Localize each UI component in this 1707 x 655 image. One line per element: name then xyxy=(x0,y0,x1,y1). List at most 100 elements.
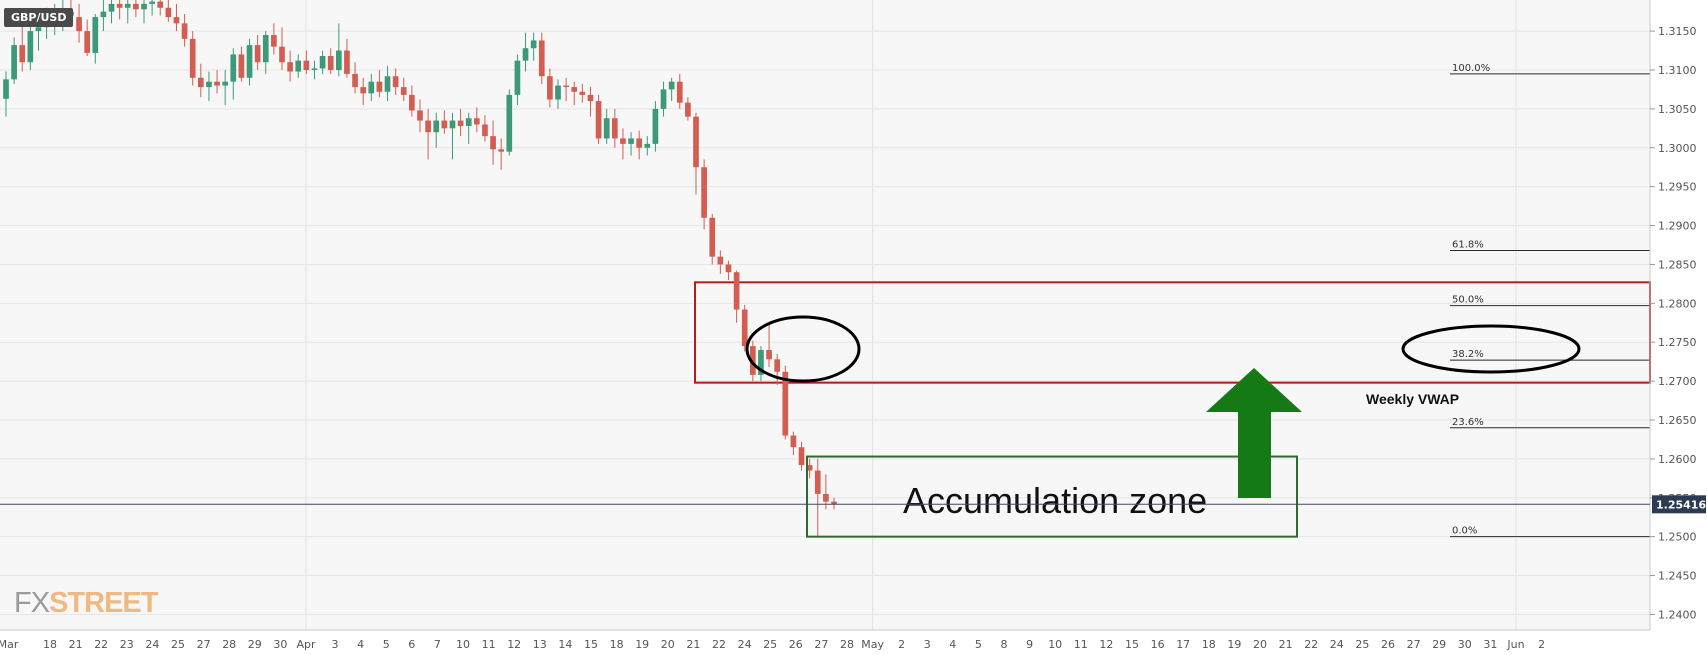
candle-body xyxy=(311,68,318,70)
candle-body xyxy=(473,118,480,125)
candle-body xyxy=(685,102,691,117)
x-tick-label: 15 xyxy=(1125,638,1139,651)
candle-body xyxy=(222,81,229,86)
candle-body xyxy=(571,87,578,92)
candle-body xyxy=(603,118,610,139)
x-tick-label: 5 xyxy=(975,638,982,651)
x-tick-label: Apr xyxy=(296,638,316,651)
x-tick-label: 15 xyxy=(584,638,598,651)
x-tick-label: Jun xyxy=(1506,638,1524,651)
candle-body xyxy=(27,31,34,63)
y-tick-label: 1.2900 xyxy=(1658,220,1697,233)
weekly-vwap-label: Weekly VWAP xyxy=(1366,391,1459,407)
x-tick-label: 9 xyxy=(1026,638,1033,651)
x-tick-label: 3 xyxy=(924,638,931,651)
candle-body xyxy=(733,272,740,310)
candle-body xyxy=(254,45,261,63)
x-tick-label: 19 xyxy=(635,638,649,651)
candle-body xyxy=(806,465,813,471)
x-tick-label: 11 xyxy=(482,638,496,651)
x-tick-label: Mar xyxy=(0,638,19,651)
x-tick-label: 26 xyxy=(1381,638,1395,651)
x-tick-label: 24 xyxy=(1330,638,1344,651)
x-tick-label: 21 xyxy=(686,638,700,651)
x-axis: Mar 18 21 22 23 24 25 27 28 29 30 Apr 3 4 5 6 7 10 11 12 13 1… xyxy=(0,629,1650,651)
candle-body xyxy=(457,120,464,126)
y-tick-label: 1.2600 xyxy=(1658,453,1697,466)
candle-body xyxy=(611,118,618,139)
candle-body xyxy=(230,54,237,82)
candle-body xyxy=(108,3,115,12)
x-tick-label: 7 xyxy=(434,638,441,651)
candle-body xyxy=(563,85,569,88)
fxstreet-logo: FXSTREET xyxy=(14,587,158,620)
candle-body xyxy=(538,40,545,77)
candle-body xyxy=(141,3,147,10)
candle-body xyxy=(433,120,440,133)
current-price-value: 1.25416 xyxy=(1656,498,1706,511)
x-tick-label: 11 xyxy=(1074,638,1088,651)
candle-body xyxy=(587,94,594,102)
candle-body xyxy=(465,118,472,126)
logo-part-fx: FX xyxy=(14,587,50,619)
x-tick-label: 4 xyxy=(357,638,364,651)
x-tick-label: 24 xyxy=(738,638,752,651)
x-tick-label: 18 xyxy=(610,638,624,651)
candle-body xyxy=(116,3,123,8)
candle-body xyxy=(676,81,683,103)
accumulation-zone-label: Accumulation zone xyxy=(903,480,1207,521)
candle-body xyxy=(384,76,391,92)
fib-label: 61.8% xyxy=(1452,239,1484,250)
overlays: Weekly VWAP xyxy=(745,315,1581,498)
y-tick-label: 1.3150 xyxy=(1658,25,1697,38)
fib-label: 0.0% xyxy=(1452,526,1477,537)
x-tick-label: 28 xyxy=(840,638,854,651)
candle-body xyxy=(352,73,358,88)
fib-label: 50.0% xyxy=(1452,295,1484,306)
candle-body xyxy=(823,493,829,502)
fib-levels: 100.0% 61.8% 50.0% 38.2% 23.6% 0.0% xyxy=(1450,63,1650,538)
x-tick-label: 22 xyxy=(1304,638,1318,651)
x-tick-label: 23 xyxy=(120,638,134,651)
y-tick-label: 1.2450 xyxy=(1658,570,1697,583)
candle-body xyxy=(335,50,342,70)
x-tick-label: 31 xyxy=(1483,638,1497,651)
y-tick-label: 1.2750 xyxy=(1658,336,1697,349)
candle-body xyxy=(368,81,375,94)
x-tick-label: 14 xyxy=(558,638,572,651)
x-tick-label: 30 xyxy=(1458,638,1472,651)
x-tick-label: 18 xyxy=(1202,638,1216,651)
x-tick-label: 24 xyxy=(145,638,159,651)
grid xyxy=(0,0,1650,630)
x-tick-label: 3 xyxy=(332,638,339,651)
candle-body xyxy=(555,85,561,100)
candle-body xyxy=(595,101,602,139)
x-tick-label: 18 xyxy=(43,638,57,651)
x-tick-label: 25 xyxy=(763,638,777,651)
candle-body xyxy=(181,23,188,39)
candle-body xyxy=(758,350,764,375)
x-tick-label: 19 xyxy=(1227,638,1241,651)
candle-body xyxy=(84,31,91,53)
candle-body xyxy=(327,56,334,70)
x-tick-label: 29 xyxy=(1432,638,1446,651)
y-tick-label: 1.2850 xyxy=(1658,258,1697,271)
plot-area xyxy=(0,0,1650,630)
x-tick-label: 5 xyxy=(383,638,390,651)
candle-body xyxy=(547,76,553,100)
x-tick-label: 29 xyxy=(248,638,262,651)
y-tick-label: 1.2650 xyxy=(1658,414,1697,427)
x-tick-label: 2 xyxy=(1538,638,1545,651)
x-tick-label: 16 xyxy=(1151,638,1165,651)
candle-body xyxy=(668,81,675,90)
candle-body xyxy=(798,447,805,466)
x-tick-label: 22 xyxy=(94,638,108,651)
candle-body xyxy=(482,124,488,137)
candle-body xyxy=(579,91,586,95)
candle-body xyxy=(271,35,277,47)
y-tick-label: 1.2500 xyxy=(1658,531,1697,544)
candle-body xyxy=(490,136,496,150)
x-tick-label: 25 xyxy=(171,638,185,651)
ellipse-highlight-candles xyxy=(745,315,861,383)
candle-body xyxy=(100,11,107,18)
